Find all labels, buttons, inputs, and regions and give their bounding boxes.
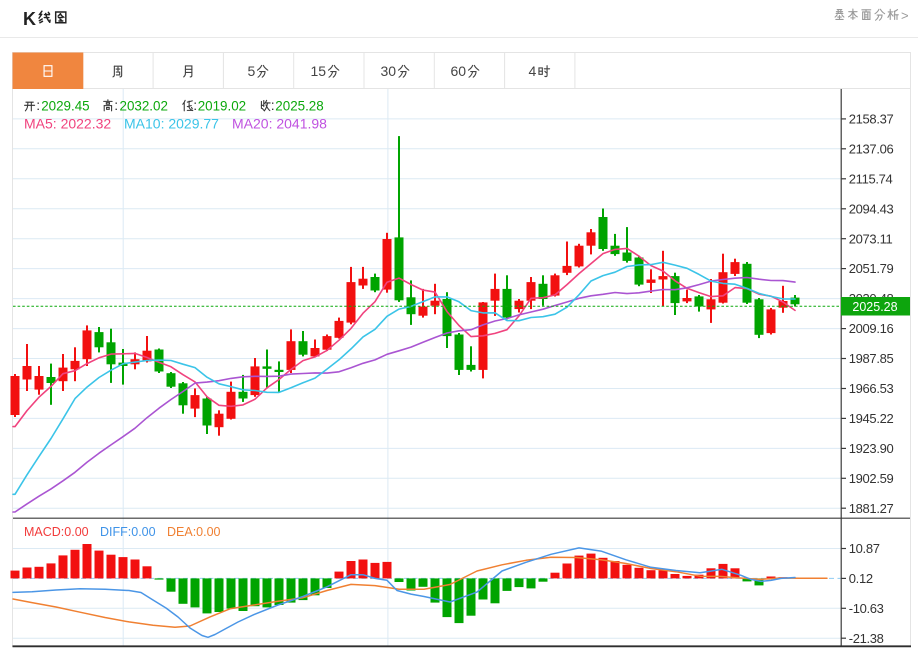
svg-text:15: 15 (311, 63, 327, 79)
svg-text:2029.45: 2029.45 (41, 99, 89, 114)
svg-text:>: > (901, 8, 909, 23)
svg-text:1966.53: 1966.53 (849, 381, 894, 396)
svg-text:2025.28: 2025.28 (852, 300, 897, 314)
svg-text:K: K (23, 9, 36, 29)
svg-text:4: 4 (529, 63, 537, 79)
svg-text:2025.28: 2025.28 (275, 99, 323, 114)
svg-text:MA10: 2029.77: MA10: 2029.77 (124, 116, 219, 132)
svg-text:1902.59: 1902.59 (849, 471, 894, 486)
svg-text:MA20: 2041.98: MA20: 2041.98 (232, 116, 327, 132)
svg-text:1987.85: 1987.85 (849, 351, 894, 366)
svg-text:DEA:0.00: DEA:0.00 (167, 525, 221, 539)
svg-text:0.12: 0.12 (849, 571, 873, 586)
svg-text:1945.22: 1945.22 (849, 411, 894, 426)
svg-text:30: 30 (381, 63, 397, 79)
svg-text:10.87: 10.87 (849, 541, 880, 556)
svg-text:5: 5 (248, 63, 256, 79)
svg-text:2137.06: 2137.06 (849, 141, 894, 156)
svg-text:1881.27: 1881.27 (849, 501, 894, 516)
svg-text:-10.63: -10.63 (849, 601, 884, 616)
svg-text:2158.37: 2158.37 (849, 112, 894, 127)
svg-text:2073.11: 2073.11 (849, 231, 893, 246)
svg-text:2009.16: 2009.16 (849, 321, 894, 336)
svg-text:1923.90: 1923.90 (849, 441, 894, 456)
svg-text:MA5: 2022.32: MA5: 2022.32 (24, 116, 111, 132)
svg-text:2019.02: 2019.02 (198, 99, 246, 114)
svg-text:2051.79: 2051.79 (849, 261, 894, 276)
svg-text:DIFF:0.00: DIFF:0.00 (100, 525, 156, 539)
svg-text::: : (114, 97, 118, 113)
svg-text::: : (271, 97, 275, 113)
svg-text:-21.38: -21.38 (849, 631, 884, 646)
svg-text::: : (193, 97, 197, 113)
svg-text:2115.74: 2115.74 (849, 171, 893, 186)
svg-text:60: 60 (451, 63, 467, 79)
svg-text:2094.43: 2094.43 (849, 201, 894, 216)
svg-text::: : (36, 97, 40, 113)
svg-text:MACD:0.00: MACD:0.00 (24, 525, 89, 539)
svg-text:2032.02: 2032.02 (120, 99, 168, 114)
